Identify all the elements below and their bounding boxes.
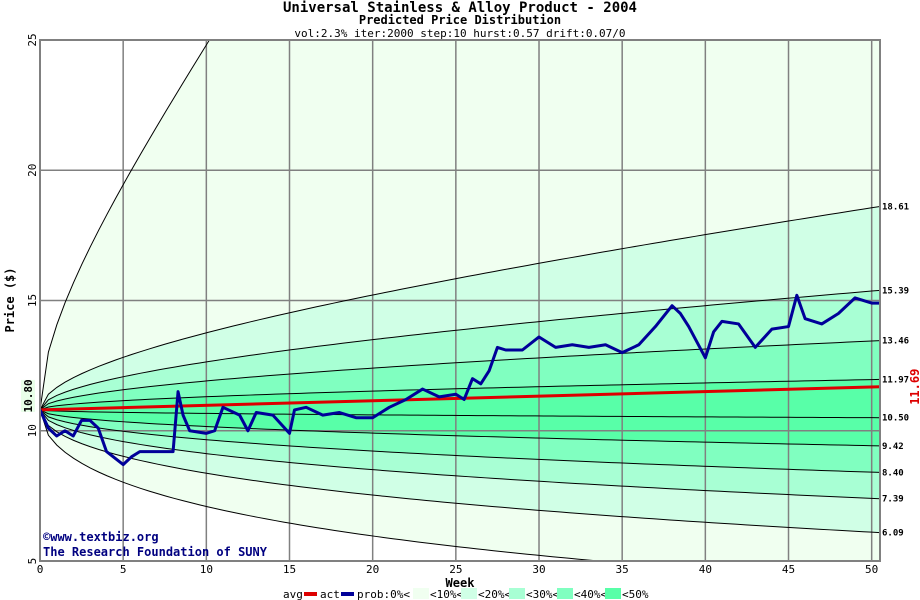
chart-params: vol:2.3% iter:2000 step:10 hurst:0.57 dr… xyxy=(294,27,625,40)
percentile-line xyxy=(40,40,211,410)
probability-band xyxy=(40,409,880,499)
percentile-line xyxy=(40,409,880,473)
x-axis-label: Week xyxy=(446,576,476,590)
x-tick-label: 20 xyxy=(366,563,379,576)
percentile-line xyxy=(40,409,880,447)
avg-end-label: 11.69 xyxy=(908,369,920,405)
percentile-end-label: 10.50 xyxy=(882,414,909,424)
legend-avg-swatch xyxy=(304,592,317,596)
percentile-end-label: 13.46 xyxy=(882,337,909,347)
legend-band-label: <30%< xyxy=(526,588,559,600)
legend-band-swatch xyxy=(605,588,621,599)
legend-band-swatch xyxy=(461,588,477,599)
actual-price-line xyxy=(40,293,880,467)
x-tick-label: 50 xyxy=(865,563,878,576)
legend-band-swatch xyxy=(557,588,573,599)
probability-band xyxy=(40,409,880,533)
percentile-line xyxy=(40,205,880,411)
watermark-org: The Research Foundation of SUNY xyxy=(43,545,268,559)
legend-band-label: <50% xyxy=(622,588,649,600)
x-tick-label: 15 xyxy=(283,563,296,576)
percentile-line xyxy=(40,409,605,561)
legend-prob-label: prob:0%< xyxy=(357,588,410,600)
percentile-end-label: 7.39 xyxy=(882,495,904,505)
x-tick-label: 40 xyxy=(699,563,712,576)
chart-subtitle: Predicted Price Distribution xyxy=(359,13,561,27)
x-tick-label: 5 xyxy=(120,563,127,576)
y-tick-label: 5 xyxy=(26,558,39,565)
probability-band xyxy=(40,40,880,410)
chart-title: Universal Stainless & Alloy Product - 20… xyxy=(283,0,637,16)
x-tick-label: 0 xyxy=(37,563,44,576)
legend-band-label: <20%< xyxy=(478,588,511,600)
watermark-url: ©www.textbiz.org xyxy=(43,530,159,544)
percentile-end-label: 8.40 xyxy=(882,468,904,478)
legend-band-swatch xyxy=(413,588,429,599)
x-tick-label: 30 xyxy=(532,563,545,576)
y-tick-label: 25 xyxy=(26,33,39,46)
percentile-line xyxy=(40,340,880,411)
plot-content xyxy=(40,40,880,561)
legend-act-label: act xyxy=(320,588,340,600)
x-tick-label: 25 xyxy=(449,563,462,576)
legend-band-label: <40%< xyxy=(574,588,607,600)
legend-act-swatch xyxy=(341,592,354,596)
percentile-line xyxy=(40,289,880,411)
percentile-end-label: 9.42 xyxy=(882,442,904,452)
probability-band xyxy=(40,340,880,410)
watermark: ©www.textbiz.org The Research Foundation… xyxy=(43,530,268,559)
legend-band-swatch xyxy=(509,588,525,599)
probability-band xyxy=(40,290,880,410)
percentile-end-label: 6.09 xyxy=(882,529,904,539)
probability-band xyxy=(40,409,880,473)
probability-band xyxy=(40,409,880,446)
probability-band xyxy=(40,409,880,561)
plot-area: 0 5 10 15 20 25 30 35 40 45 5051015202518.6115.391… xyxy=(21,33,920,576)
percentile-line xyxy=(40,409,880,500)
percentile-line xyxy=(40,409,880,534)
probability-band xyxy=(40,206,880,410)
x-tick-label: 10 xyxy=(200,563,213,576)
percentile-end-label: 11.97 xyxy=(882,375,909,385)
percentile-end-label: 18.61 xyxy=(882,202,909,212)
start-label-bg xyxy=(21,379,35,412)
y-tick-label: 20 xyxy=(26,164,39,177)
legend-avg-label: avg xyxy=(283,588,303,600)
percentile-line xyxy=(40,409,880,419)
y-tick-label: 10 xyxy=(26,424,39,437)
legend-band-label: <10%< xyxy=(430,588,463,600)
plot-frame xyxy=(39,39,881,562)
x-tick-label: 35 xyxy=(616,563,629,576)
y-tick-label: 15 xyxy=(26,294,39,307)
x-tick-label: 45 xyxy=(782,563,795,576)
y-axis-label: Price ($) xyxy=(3,267,17,332)
legend: avg act prob:0%< <10%< <20%< <30%< <40%< <50% xyxy=(283,588,649,600)
start-price-label: 10.80 xyxy=(22,379,35,412)
percentile-end-label: 15.39 xyxy=(882,286,909,296)
